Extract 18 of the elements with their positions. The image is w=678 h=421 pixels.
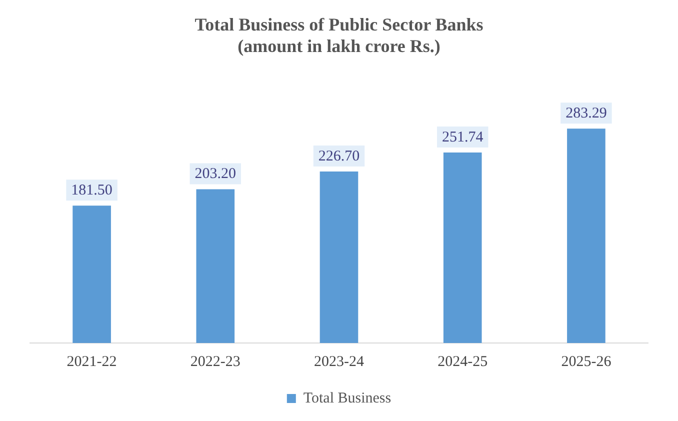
bar: [567, 128, 606, 343]
chart-subtitle: (amount in lakh crore Rs.): [238, 36, 440, 56]
data-label: 283.29: [566, 106, 607, 122]
x-tick-label: 2024-25: [438, 354, 488, 370]
x-tick-label: 2025-26: [561, 354, 612, 370]
data-label: 203.20: [194, 166, 236, 182]
legend-label: Total Business: [303, 390, 392, 406]
bar: [196, 189, 235, 343]
bar: [320, 171, 358, 343]
data-label: 226.70: [318, 148, 360, 164]
bar: [72, 206, 111, 343]
x-tick-label: 2021-22: [66, 354, 117, 370]
data-label: 251.74: [442, 129, 484, 146]
data-label: 181.50: [71, 182, 112, 199]
bar: [443, 152, 482, 343]
chart-title: Total Business of Public Sector Banks: [194, 14, 484, 34]
x-tick-label: 2023-24: [314, 354, 364, 370]
x-tick-label: 2022-23: [190, 354, 240, 370]
